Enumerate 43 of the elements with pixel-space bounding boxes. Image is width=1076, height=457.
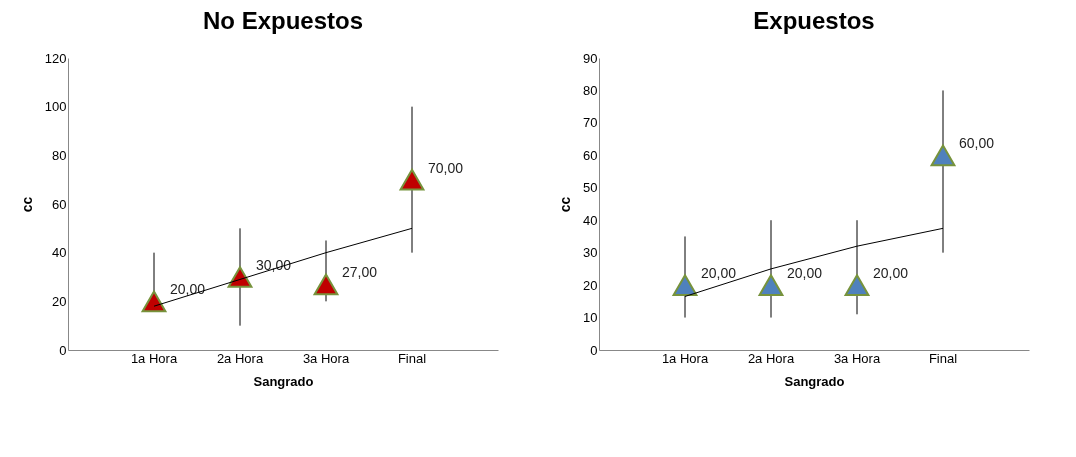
- y-tick-label: 60: [52, 196, 67, 212]
- x-tick-label: 2a Hora: [747, 350, 795, 366]
- y-tick-label: 80: [583, 82, 598, 98]
- y-tick-label: 20: [583, 277, 598, 293]
- y-tick-label: 10: [583, 310, 598, 326]
- y-tick-label: 20: [52, 293, 67, 309]
- x-axis-title: Sangrado: [253, 373, 314, 389]
- data-label: 20,00: [873, 265, 909, 282]
- y-tick-label: 100: [44, 99, 67, 115]
- x-tick-label: 1a Hora: [661, 350, 709, 366]
- data-label: 20,00: [787, 265, 823, 282]
- y-axis-title: cc: [557, 196, 574, 213]
- point: [399, 168, 425, 191]
- chart-title: No Expuestos: [202, 7, 364, 34]
- x-tick-label: 2a Hora: [216, 350, 264, 366]
- data-label: 27,00: [342, 264, 378, 281]
- y-tick-label: 90: [583, 50, 598, 66]
- y-tick-label: 30: [583, 245, 598, 261]
- y-tick-label: 40: [583, 212, 598, 228]
- data-label: 60,00: [959, 135, 995, 152]
- y-tick-label: 0: [59, 342, 67, 358]
- chart-title: Expuestos: [753, 7, 875, 34]
- x-tick-label: 1a Hora: [130, 350, 178, 366]
- y-tick-label: 120: [44, 50, 67, 66]
- point: [313, 273, 339, 296]
- x-tick-label: 3a Hora: [302, 350, 350, 366]
- y-tick-label: 80: [52, 147, 67, 163]
- point: [227, 266, 253, 288]
- y-tick-label: 0: [590, 342, 598, 358]
- y-tick-label: 50: [583, 180, 598, 196]
- x-axis-title: Sangrado: [784, 373, 845, 389]
- y-axis-title: cc: [18, 196, 35, 213]
- y-tick-label: 40: [52, 245, 67, 261]
- data-label: 20,00: [701, 265, 737, 282]
- y-tick-label: 70: [583, 115, 598, 131]
- data-label: 30,00: [256, 257, 292, 273]
- y-tick-label: 60: [583, 147, 598, 163]
- data-label: 70,00: [428, 159, 464, 176]
- x-tick-label: Final: [397, 350, 427, 366]
- x-tick-label: 3a Hora: [833, 350, 881, 366]
- point: [141, 290, 167, 313]
- x-tick-label: Final: [928, 350, 958, 366]
- data-label: 20,00: [170, 281, 206, 298]
